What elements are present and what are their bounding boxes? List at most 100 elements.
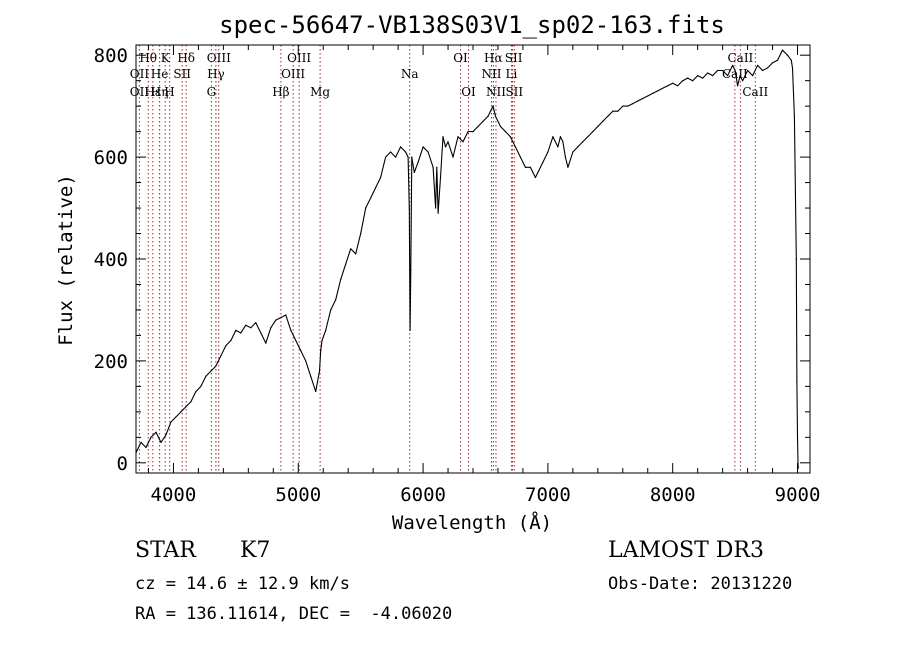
data-point (165, 434, 167, 436)
data-point (504, 131, 507, 133)
data-point (797, 467, 800, 469)
y-axis-label: Flux (relative) (55, 174, 77, 346)
line-label: SII (505, 51, 523, 65)
data-point (492, 105, 494, 107)
data-point (180, 411, 182, 413)
data-point (417, 161, 419, 163)
coordinates: RA = 136.11614, DEC = -4.06020 (135, 604, 453, 624)
line-label: Mg (310, 85, 330, 99)
data-point (345, 263, 347, 265)
data-point (557, 146, 559, 148)
data-point (712, 75, 714, 77)
data-point (375, 187, 377, 189)
data-point (250, 327, 252, 329)
data-point (411, 156, 413, 158)
data-point (552, 136, 554, 138)
line-label: NII (482, 67, 502, 81)
data-point (791, 67, 794, 69)
x-tick-label: 5000 (275, 484, 321, 506)
line-label: Hε (144, 85, 161, 99)
data-point (395, 156, 397, 158)
data-point (457, 136, 459, 138)
data-point (407, 156, 409, 158)
data-point (145, 446, 147, 449)
y-tick-label: 200 (94, 351, 128, 373)
data-point (350, 248, 352, 250)
data-point (270, 327, 272, 329)
data-point (390, 151, 392, 153)
data-point (532, 171, 534, 173)
observation-date: Obs-Date: 20131220 (608, 574, 793, 594)
data-point (462, 141, 464, 143)
data-point (617, 110, 619, 112)
data-point (477, 125, 479, 128)
line-label: G (207, 85, 217, 99)
data-point (285, 314, 287, 316)
x-axis-label: Wavelength (Å) (392, 511, 552, 534)
data-point (240, 332, 242, 334)
data-point (170, 421, 172, 423)
data-point (707, 72, 709, 74)
data-point (437, 212, 439, 214)
data-point (587, 136, 589, 138)
data-point (432, 166, 434, 168)
data-point (310, 375, 312, 377)
data-point (592, 131, 594, 133)
data-point (315, 390, 317, 393)
data-point (607, 115, 609, 117)
line-label: OIII (281, 67, 305, 81)
line-label: SII (505, 85, 523, 99)
data-point (335, 299, 337, 301)
data-point (365, 207, 367, 209)
x-tick-label: 4000 (151, 484, 197, 506)
data-point (210, 370, 212, 372)
data-point (767, 67, 769, 69)
data-point (150, 436, 152, 438)
data-point (452, 156, 454, 158)
data-point (235, 329, 237, 331)
data-point (427, 151, 429, 153)
data-point (662, 87, 664, 89)
data-point (697, 75, 699, 77)
data-point (727, 75, 729, 77)
data-point (622, 105, 624, 107)
data-point (370, 197, 372, 199)
data-point (260, 332, 262, 334)
data-point (722, 69, 724, 72)
line-label: CaII (727, 51, 753, 65)
line-label: OIII (207, 51, 231, 65)
line-label: Hβ (272, 85, 289, 99)
data-point (265, 342, 267, 344)
data-point (482, 120, 484, 122)
data-point (444, 146, 447, 148)
data-point (509, 136, 511, 138)
data-point (175, 416, 177, 418)
data-point (325, 329, 327, 331)
data-point (687, 77, 689, 79)
data-point (776, 59, 779, 61)
data-point (275, 319, 277, 321)
data-point (786, 54, 789, 56)
line-label: Li (505, 67, 517, 81)
data-point (330, 309, 332, 311)
data-point (439, 176, 442, 179)
data-point (637, 100, 639, 102)
data-point (230, 339, 232, 342)
data-point (597, 125, 599, 128)
x-tick-label: 8000 (650, 484, 696, 506)
data-point (422, 146, 424, 148)
data-point (677, 85, 679, 87)
line-label: OI (461, 85, 476, 99)
data-point (190, 401, 192, 403)
data-point (435, 207, 437, 209)
y-tick-label: 600 (94, 147, 128, 169)
data-point (742, 80, 744, 82)
data-point (781, 49, 784, 51)
data-point (494, 115, 497, 117)
data-point (215, 365, 217, 367)
data-point (537, 171, 539, 173)
x-tick-label: 9000 (775, 484, 821, 506)
data-point (380, 176, 382, 179)
data-point (195, 390, 197, 393)
data-point (572, 151, 574, 153)
